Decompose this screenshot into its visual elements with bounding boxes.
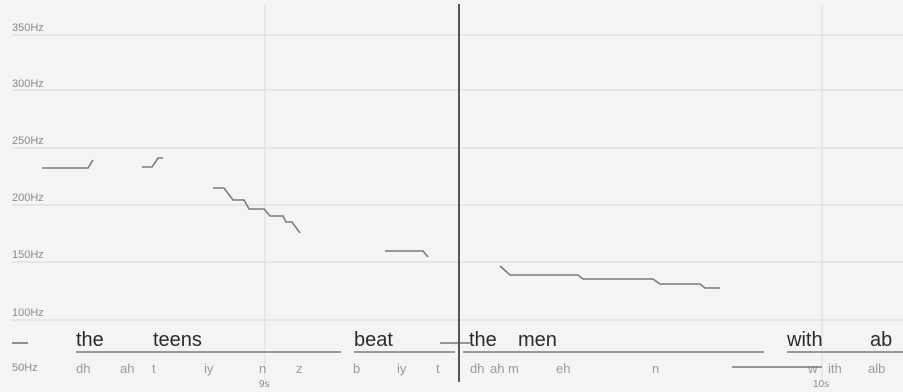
phone-label: t	[436, 361, 440, 376]
freq-label-200: 200Hz	[12, 192, 44, 204]
phone-label: n	[652, 361, 659, 376]
time-axis-labels: 9s 10s	[259, 379, 829, 390]
time-label-9s: 9s	[259, 379, 270, 390]
phone-label: b	[353, 361, 360, 376]
freq-label-350: 350Hz	[12, 22, 44, 34]
pitch-segment	[213, 187, 301, 234]
phone-label: alb	[868, 361, 885, 376]
phone-label: w	[807, 361, 818, 376]
freq-label-50: 50Hz	[12, 362, 38, 374]
pitch-segment	[385, 250, 429, 258]
frequency-grid	[12, 34, 903, 321]
pitch-segment	[142, 157, 163, 168]
phone-label: m	[508, 361, 519, 376]
freq-label-100: 100Hz	[12, 307, 44, 319]
word-label: with	[786, 329, 823, 351]
phone-label: t	[152, 361, 156, 376]
word-label: beat	[354, 329, 393, 351]
pitch-segment	[499, 265, 720, 289]
frequency-axis-labels: 350Hz 300Hz 250Hz 200Hz 150Hz 100Hz 50Hz	[12, 22, 44, 374]
phone-label: dh	[470, 361, 484, 376]
word-label: the	[469, 329, 497, 351]
phone-label: iy	[397, 361, 407, 376]
phone-label: n	[259, 361, 266, 376]
word-tier: the teens beat the men with ab	[12, 329, 903, 353]
phone-label: dh	[76, 361, 90, 376]
phone-label: ah	[490, 361, 504, 376]
time-grid	[264, 5, 823, 380]
freq-label-150: 150Hz	[12, 249, 44, 261]
phone-label: eh	[556, 361, 570, 376]
phone-label: iy	[204, 361, 214, 376]
time-label-10s: 10s	[813, 379, 829, 390]
word-label: ab	[870, 329, 892, 351]
pitch-contour	[42, 157, 720, 289]
word-label: men	[518, 329, 557, 351]
phone-label: z	[296, 361, 303, 376]
freq-label-250: 250Hz	[12, 135, 44, 147]
freq-label-300: 300Hz	[12, 78, 44, 90]
phone-label: ith	[828, 361, 842, 376]
phone-label: ah	[120, 361, 134, 376]
word-label: teens	[153, 329, 202, 351]
pitch-segment	[42, 159, 94, 169]
phone-tier: dh ah t iy n z b iy t dh ah m eh n w ith…	[76, 361, 885, 376]
word-label: the	[76, 329, 104, 351]
